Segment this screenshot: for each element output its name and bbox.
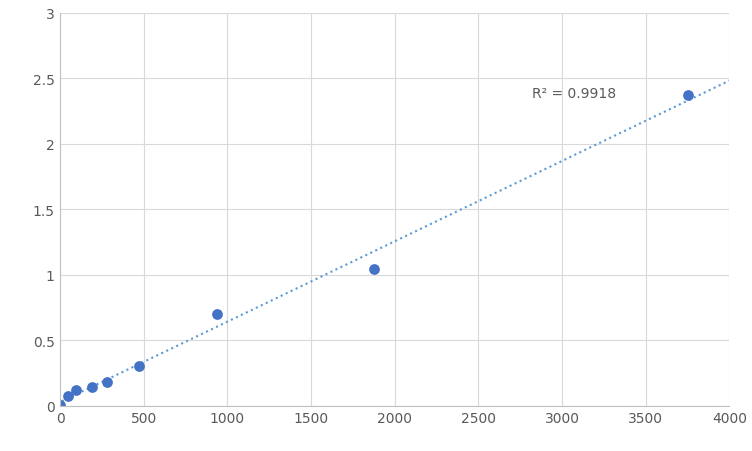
Point	[86, 383, 98, 391]
Point	[102, 378, 114, 386]
Point	[368, 266, 380, 273]
Point	[54, 402, 66, 409]
Point	[62, 393, 74, 400]
Point	[211, 311, 223, 318]
Point	[681, 92, 693, 99]
Point	[132, 362, 144, 369]
Text: R² = 0.9918: R² = 0.9918	[532, 86, 616, 100]
Point	[70, 387, 82, 394]
